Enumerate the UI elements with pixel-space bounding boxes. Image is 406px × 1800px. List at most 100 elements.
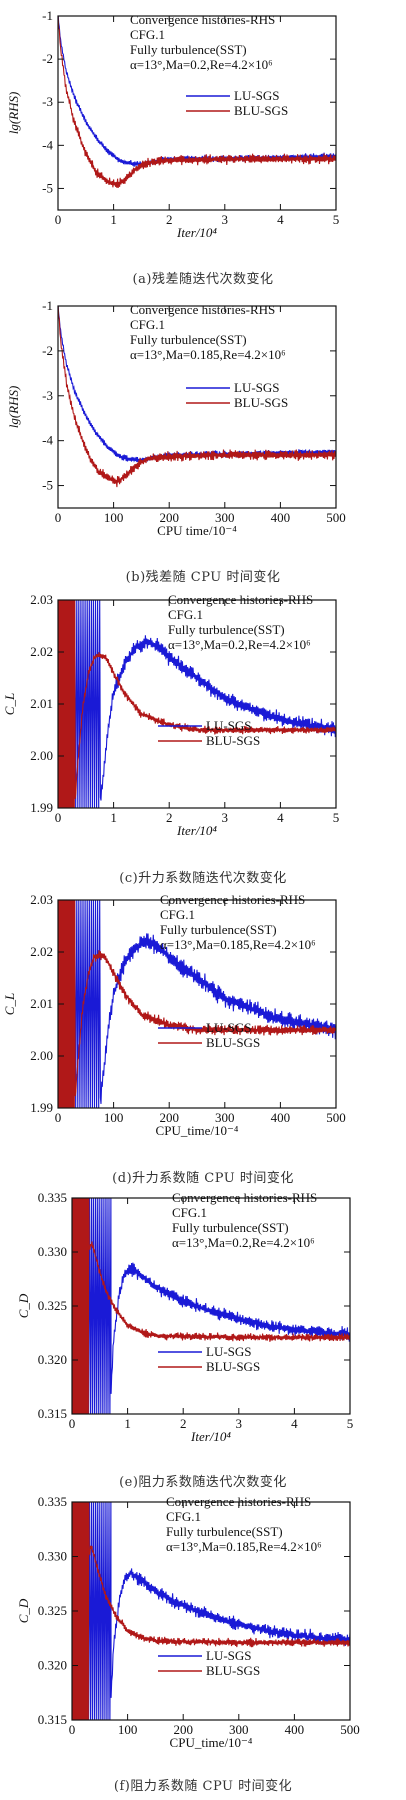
annotation-line-b-3: α=13°,Ma=0.185,Re=4.2×10⁶ bbox=[130, 347, 286, 362]
series-lu-sgs-a bbox=[58, 16, 336, 168]
series-lu-sgs-f bbox=[72, 1502, 350, 1720]
x-tick-label-d-4: 400 bbox=[271, 1110, 291, 1125]
series-blu-sgs-f bbox=[72, 1502, 350, 1720]
x-tick-label-b-4: 400 bbox=[271, 510, 291, 525]
y-tick-label-e-2: 0.325 bbox=[38, 1298, 67, 1313]
y-tick-label-e-4: 0.315 bbox=[38, 1406, 67, 1421]
caption-f: (f)阻力系数随 CPU 时间变化 bbox=[113, 1779, 293, 1794]
y-tick-label-d-3: 2.00 bbox=[30, 1048, 53, 1063]
annotation-line-e-3: α=13°,Ma=0.2,Re=4.2×10⁶ bbox=[172, 1235, 315, 1250]
annotation-line-a-1: CFG.1 bbox=[130, 27, 165, 42]
x-tick-label-a-3: 3 bbox=[222, 212, 229, 227]
y-tick-label-f-3: 0.320 bbox=[38, 1658, 67, 1673]
caption-c: (c)升力系数随迭代次数变化 bbox=[119, 871, 287, 886]
x-tick-label-c-3: 3 bbox=[222, 810, 229, 825]
caption-e: (e)阻力系数随迭代次数变化 bbox=[119, 1475, 287, 1490]
annotation-line-a-0: Convergence histories-RHS bbox=[130, 12, 275, 27]
x-tick-label-c-1: 1 bbox=[110, 810, 117, 825]
x-tick-label-b-5: 500 bbox=[326, 510, 346, 525]
annotation-line-d-2: Fully turbulence(SST) bbox=[160, 922, 277, 937]
y-tick-label-f-1: 0.330 bbox=[38, 1549, 67, 1564]
x-tick-label-d-1: 100 bbox=[104, 1110, 124, 1125]
x-tick-label-e-5: 5 bbox=[347, 1416, 354, 1431]
x-tick-label-a-5: 5 bbox=[333, 212, 340, 227]
caption-d: (d)升力系数随 CPU 时间变化 bbox=[112, 1171, 294, 1186]
annotation-line-f-0: Convergence histories-RHS bbox=[166, 1494, 311, 1509]
x-tick-label-f-1: 100 bbox=[118, 1722, 138, 1737]
x-tick-label-d-5: 500 bbox=[326, 1110, 346, 1125]
x-tick-label-f-4: 400 bbox=[285, 1722, 305, 1737]
legend-label-d-1: BLU-SGS bbox=[206, 1035, 260, 1050]
series-lu-sgs-b bbox=[58, 306, 336, 463]
annotation-line-e-1: CFG.1 bbox=[172, 1205, 207, 1220]
annotation-line-d-0: Convergence histories-RHS bbox=[160, 892, 305, 907]
y-tick-label-a-1: -2 bbox=[42, 51, 53, 66]
y-tick-label-a-3: -4 bbox=[42, 137, 53, 152]
y-tick-label-c-4: 1.99 bbox=[30, 800, 53, 815]
chart-panel-b: 0 100 200 300 400 500 -1 -2 -3 -4 -5 CPU time/10⁻⁴ l… bbox=[0, 290, 406, 590]
chart-svg-e: 0 1 2 3 4 5 0.335 0.330 0.325 0.320 0.315 Iter/10⁴ C… bbox=[16, 1190, 354, 1444]
x-tick-label-e-3: 3 bbox=[236, 1416, 243, 1431]
y-tick-label-d-0: 2.03 bbox=[30, 892, 53, 907]
legend-label-b-1: BLU-SGS bbox=[234, 395, 288, 410]
chart-panel-e: 0 1 2 3 4 5 0.335 0.330 0.325 0.320 0.315 Iter/10⁴ C… bbox=[0, 1188, 406, 1494]
x-tick-label-d-3: 300 bbox=[215, 1110, 235, 1125]
x-tick-label-b-2: 200 bbox=[159, 510, 179, 525]
y-tick-label-f-2: 0.325 bbox=[38, 1603, 67, 1618]
x-axis-label-a: Iter/10⁴ bbox=[176, 225, 217, 240]
legend-label-c-0: LU-SGS bbox=[206, 718, 252, 733]
annotation-line-e-0: Convergence histories-RHS bbox=[172, 1190, 317, 1205]
x-tick-label-e-1: 1 bbox=[124, 1416, 131, 1431]
annotation-line-a-2: Fully turbulence(SST) bbox=[130, 42, 247, 57]
y-tick-label-e-1: 0.330 bbox=[38, 1244, 67, 1259]
chart-panel-d: 0 100 200 300 400 500 2.03 2.02 2.01 2.00 1.99 CPU_… bbox=[0, 890, 406, 1188]
y-tick-label-c-0: 2.03 bbox=[30, 592, 53, 607]
legend-label-e-1: BLU-SGS bbox=[206, 1359, 260, 1374]
x-axis-label-b: CPU time/10⁻⁴ bbox=[157, 523, 237, 538]
y-axis-label-c: C_L bbox=[2, 693, 17, 715]
annotation-line-e-2: Fully turbulence(SST) bbox=[172, 1220, 289, 1235]
annotation-line-c-0: Convergence histories-RHS bbox=[168, 592, 313, 607]
y-tick-label-b-4: -5 bbox=[42, 478, 53, 493]
annotation-line-f-1: CFG.1 bbox=[166, 1509, 201, 1524]
series-blu-sgs-d bbox=[58, 900, 336, 1108]
y-axis-label-a: lg(RHS) bbox=[6, 92, 21, 135]
y-tick-label-e-3: 0.320 bbox=[38, 1352, 67, 1367]
annotation-line-f-2: Fully turbulence(SST) bbox=[166, 1524, 283, 1539]
y-axis-label-b: lg(RHS) bbox=[6, 386, 21, 429]
y-tick-label-e-0: 0.335 bbox=[38, 1190, 67, 1205]
x-tick-label-c-5: 5 bbox=[333, 810, 340, 825]
chart-svg-d: 0 100 200 300 400 500 2.03 2.02 2.01 2.00 1.99 CPU_… bbox=[2, 892, 346, 1138]
x-tick-label-a-1: 1 bbox=[110, 212, 117, 227]
legend-label-f-1: BLU-SGS bbox=[206, 1663, 260, 1678]
series-blu-sgs-e bbox=[72, 1198, 350, 1414]
y-tick-label-a-0: -1 bbox=[42, 8, 53, 23]
x-tick-label-f-5: 500 bbox=[340, 1722, 360, 1737]
y-tick-label-c-3: 2.00 bbox=[30, 748, 53, 763]
series-blu-sgs-c bbox=[58, 600, 336, 808]
caption-b: (b)残差随 CPU 时间变化 bbox=[125, 570, 281, 585]
chart-svg-b: 0 100 200 300 400 500 -1 -2 -3 -4 -5 CPU time/10⁻⁴ l… bbox=[6, 298, 346, 538]
x-axis-label-e: Iter/10⁴ bbox=[190, 1429, 231, 1444]
y-tick-label-c-2: 2.01 bbox=[30, 696, 53, 711]
x-tick-label-d-2: 200 bbox=[159, 1110, 179, 1125]
annotation-line-b-0: Convergence histories-RHS bbox=[130, 302, 275, 317]
y-tick-label-d-4: 1.99 bbox=[30, 1100, 53, 1115]
legend-label-f-0: LU-SGS bbox=[206, 1648, 252, 1663]
x-tick-label-e-2: 2 bbox=[180, 1416, 187, 1431]
y-tick-label-d-1: 2.02 bbox=[30, 944, 53, 959]
series-blu-sgs-b bbox=[58, 306, 336, 488]
y-tick-label-b-0: -1 bbox=[42, 298, 53, 313]
annotation-line-d-1: CFG.1 bbox=[160, 907, 195, 922]
annotation-line-b-2: Fully turbulence(SST) bbox=[130, 332, 247, 347]
legend-label-a-1: BLU-SGS bbox=[234, 103, 288, 118]
y-tick-label-d-2: 2.01 bbox=[30, 996, 53, 1011]
x-tick-label-f-0: 0 bbox=[69, 1722, 76, 1737]
chart-panel-f: 0 100 200 300 400 500 0.335 0.330 0.325 0.320 0.31… bbox=[0, 1494, 406, 1800]
x-tick-label-a-4: 4 bbox=[277, 212, 284, 227]
y-tick-label-c-1: 2.02 bbox=[30, 644, 53, 659]
legend-label-b-0: LU-SGS bbox=[234, 380, 280, 395]
annotation-line-a-3: α=13°,Ma=0.2,Re=4.2×10⁶ bbox=[130, 57, 273, 72]
annotation-line-f-3: α=13°,Ma=0.185,Re=4.2×10⁶ bbox=[166, 1539, 322, 1554]
y-tick-label-f-4: 0.315 bbox=[38, 1712, 67, 1727]
